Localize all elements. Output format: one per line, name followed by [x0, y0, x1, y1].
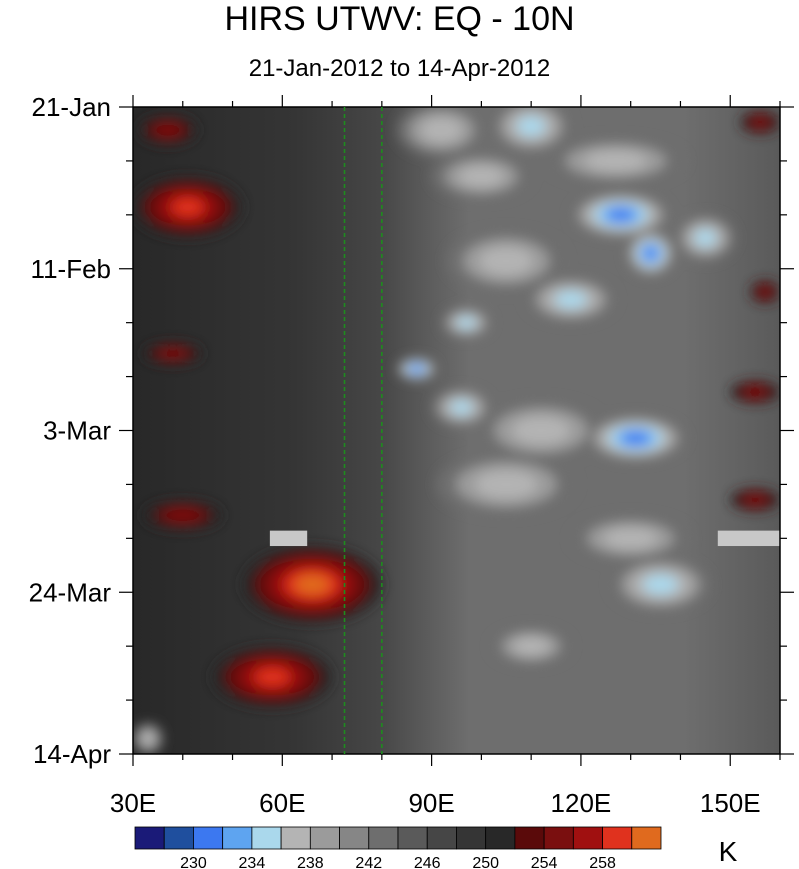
colorbar-label-234: 234 — [239, 855, 266, 869]
contour-moist-1-level-3 — [517, 116, 546, 136]
x-tick-label-30E: 30E — [110, 788, 156, 818]
colorbar-box-11 — [456, 826, 487, 850]
y-tick-label-24-Mar: 24-Mar — [29, 577, 112, 607]
contour-features — [133, 107, 780, 754]
colorbar-box-15 — [572, 826, 603, 850]
colorbar-box-8 — [368, 826, 399, 850]
contour-moist-16-level-3 — [643, 575, 678, 594]
chart-title: HIRS UTWV: EQ - 10N — [224, 0, 575, 38]
contour-moist-12-level-2 — [512, 416, 570, 445]
contour-dry-22-level-2 — [165, 508, 201, 523]
contour-moist-15-level-2 — [604, 528, 658, 549]
colorbar-box-14 — [543, 826, 574, 850]
contour-moist-10-level-5 — [411, 366, 422, 372]
x-tick-label-120E: 120E — [551, 788, 612, 818]
missing-data-patch-1 — [717, 530, 780, 547]
y-axis: 21-Jan 11-Feb 3-Mar 24-Mar 14-Apr — [29, 92, 794, 769]
contour-moist-0-level-2 — [421, 118, 462, 143]
contour-dry-27-level-2 — [744, 386, 767, 398]
contour-moist-8-level-3 — [555, 291, 587, 308]
colorbar-box-16 — [602, 826, 633, 850]
colorbar-box-0 — [134, 826, 165, 850]
contour-moist-3-level-2 — [584, 150, 647, 172]
contour-moist-7-level-3 — [694, 229, 716, 246]
colorbar-box-4 — [251, 826, 282, 850]
contour-dry-20-level-2 — [154, 123, 182, 137]
contour-moist-13-level-5 — [623, 432, 648, 444]
colorbar-box-12 — [485, 826, 516, 850]
contour-dry-26-level-2 — [758, 286, 772, 297]
colorbar-unit: K — [719, 836, 738, 867]
contour-dry-25-level-2 — [751, 117, 769, 128]
colorbar-label-258: 258 — [589, 855, 616, 869]
plot-area — [133, 107, 780, 754]
y-tick-label-3-Mar: 3-Mar — [43, 416, 111, 446]
x-axis: 30E 60E 90E 120E 150E — [110, 95, 781, 818]
contour-moist-18-level-2 — [141, 731, 155, 746]
missing-data-patch-0 — [269, 530, 308, 547]
contour-dry-21-level-2 — [159, 348, 187, 359]
contour-moist-17-level-2 — [513, 637, 549, 655]
colorbar-label-246: 246 — [414, 855, 441, 869]
contour-moist-9-level-3 — [457, 317, 476, 329]
colorbar-label-250: 250 — [472, 855, 499, 869]
colorbar-box-6 — [309, 826, 340, 850]
contour-dry-24-level-4 — [255, 668, 290, 686]
contour-dry-28-level-2 — [744, 494, 767, 505]
colorbar: 230 234 238 242 246 250 254 258 K — [134, 826, 738, 869]
contour-moist-4-level-5 — [608, 209, 633, 221]
colorbar-box-5 — [280, 826, 311, 850]
colorbar-box-17 — [631, 826, 662, 850]
y-tick-label-21-Jan: 21-Jan — [32, 92, 112, 122]
colorbar-box-1 — [163, 826, 194, 850]
x-tick-label-60E: 60E — [259, 788, 305, 818]
y-tick-label-14-Apr: 14-Apr — [33, 739, 111, 769]
colorbar-box-7 — [339, 826, 370, 850]
colorbar-box-2 — [193, 826, 224, 850]
contour-moist-14-level-2 — [475, 470, 538, 499]
contour-moist-6-level-2 — [479, 247, 533, 275]
colorbar-box-9 — [397, 826, 428, 850]
chart-subtitle: 21-Jan-2012 to 14-Apr-2012 — [248, 55, 551, 82]
x-tick-label-150E: 150E — [700, 788, 761, 818]
reference-lines — [343, 107, 383, 754]
contour-moist-11-level-3 — [451, 400, 472, 415]
contour-moist-2-level-2 — [459, 166, 504, 187]
colorbar-box-3 — [222, 826, 253, 850]
colorbar-label-254: 254 — [531, 855, 558, 869]
y-tick-label-11-Feb: 11-Feb — [31, 254, 111, 284]
contour-dry-19-level-4 — [172, 198, 204, 216]
colorbar-box-10 — [426, 826, 457, 850]
colorbar-label-230: 230 — [180, 855, 207, 869]
colorbar-label-242: 242 — [355, 855, 382, 869]
contour-dry-23-level-5 — [295, 575, 330, 594]
colorbar-label-238: 238 — [297, 855, 324, 869]
colorbar-box-13 — [514, 826, 545, 850]
contour-moist-5-level-5 — [644, 247, 657, 259]
x-tick-label-90E: 90E — [408, 788, 454, 818]
